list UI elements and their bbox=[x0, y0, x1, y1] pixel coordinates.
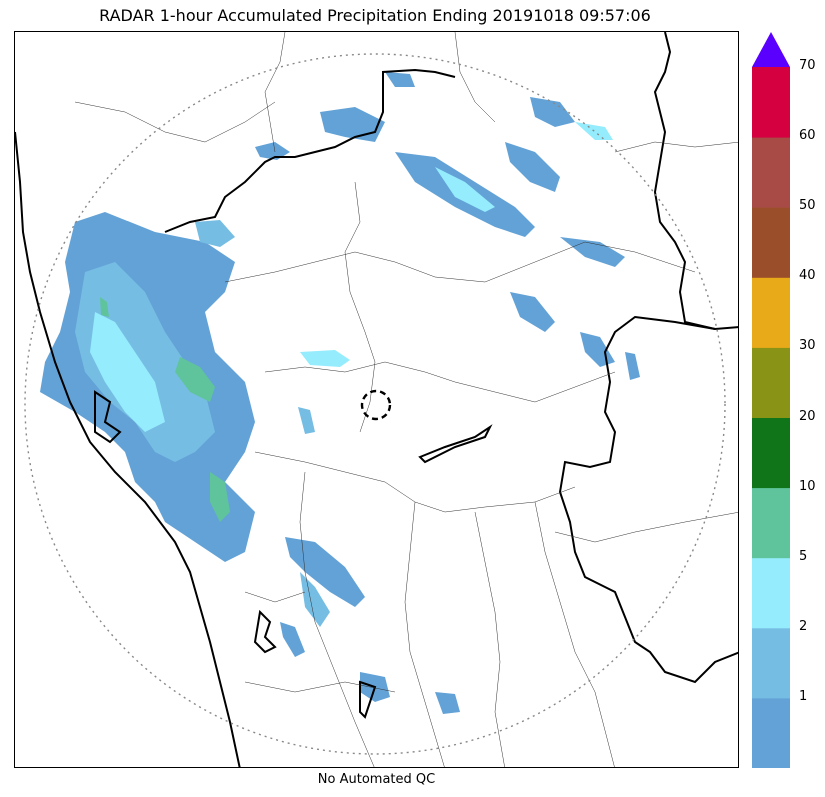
precip-area-west-core bbox=[75, 262, 215, 462]
colorbar-band bbox=[752, 277, 790, 348]
colorbar-tick-label: 20 bbox=[799, 408, 816, 424]
colorbar-tick-label: 2 bbox=[799, 618, 808, 634]
map-title: RADAR 1-hour Accumulated Precipitation E… bbox=[99, 6, 651, 25]
border-north-east bbox=[653, 32, 738, 331]
colorbar-tick-label: 1 bbox=[799, 688, 808, 704]
precip-cell-north-west bbox=[195, 220, 235, 247]
colorbar-tick-label: 70 bbox=[799, 58, 816, 73]
precip-streak-east-1 bbox=[560, 237, 625, 267]
colorbar-band bbox=[752, 557, 790, 629]
state-borders bbox=[15, 32, 738, 767]
colorbar-band bbox=[752, 627, 790, 699]
colorbar-band bbox=[752, 487, 790, 559]
precip-streak-north-3 bbox=[505, 142, 560, 192]
colorbar-tick-label: 40 bbox=[799, 268, 816, 284]
border-north-west bbox=[164, 68, 456, 233]
border-east bbox=[558, 315, 738, 684]
colorbar-bands bbox=[752, 67, 790, 768]
colorbar-band bbox=[752, 67, 790, 138]
precip-cell-south-3 bbox=[280, 622, 305, 657]
colorbar-tick-label: 30 bbox=[799, 338, 816, 354]
colorbar-band bbox=[752, 417, 790, 489]
radar-site-marker bbox=[360, 389, 392, 421]
precip-cell-center-1 bbox=[300, 350, 350, 367]
precip-streak-north-2 bbox=[435, 167, 495, 212]
precip-streak-east-4 bbox=[625, 352, 640, 380]
precip-streak-north-5 bbox=[530, 97, 575, 127]
border-inner-east bbox=[418, 424, 493, 464]
colorbar-tick-label: 60 bbox=[799, 128, 816, 144]
colorbar-extend-arrow bbox=[752, 32, 790, 67]
colorbar-band bbox=[752, 697, 790, 768]
colorbar-band bbox=[752, 347, 790, 418]
radar-map bbox=[14, 31, 739, 768]
precip-layer bbox=[40, 72, 640, 714]
precip-cell-south-1 bbox=[285, 537, 365, 607]
range-ring bbox=[24, 53, 726, 755]
precip-streak-east-3 bbox=[580, 332, 615, 367]
border-south-loop bbox=[253, 609, 277, 654]
precip-streak-east-2 bbox=[510, 292, 555, 332]
colorbar bbox=[752, 32, 790, 768]
colorbar-tick-label: 50 bbox=[799, 198, 816, 214]
district-borders bbox=[74, 32, 738, 767]
border-south-small bbox=[359, 680, 377, 719]
coastline bbox=[15, 131, 241, 767]
colorbar-band bbox=[752, 137, 790, 208]
precip-area-west-cyan bbox=[90, 312, 165, 432]
precip-cell-north-2 bbox=[385, 72, 415, 87]
colorbar-band bbox=[752, 207, 790, 278]
precip-area-green-2 bbox=[210, 472, 230, 522]
precip-cell-north-1 bbox=[255, 142, 290, 160]
precip-streak-north-4 bbox=[320, 107, 385, 142]
colorbar-tick-label: 10 bbox=[799, 478, 816, 494]
border-west-loop bbox=[94, 390, 122, 444]
precip-area-green-3 bbox=[100, 297, 109, 317]
precip-cell-center-2 bbox=[298, 407, 315, 434]
qc-note: No Automated QC bbox=[317, 772, 436, 787]
map-canvas bbox=[15, 32, 738, 767]
precip-area-green-1 bbox=[175, 357, 215, 402]
colorbar-tick-label: 5 bbox=[799, 548, 808, 564]
precip-cell-south-5 bbox=[435, 692, 460, 714]
